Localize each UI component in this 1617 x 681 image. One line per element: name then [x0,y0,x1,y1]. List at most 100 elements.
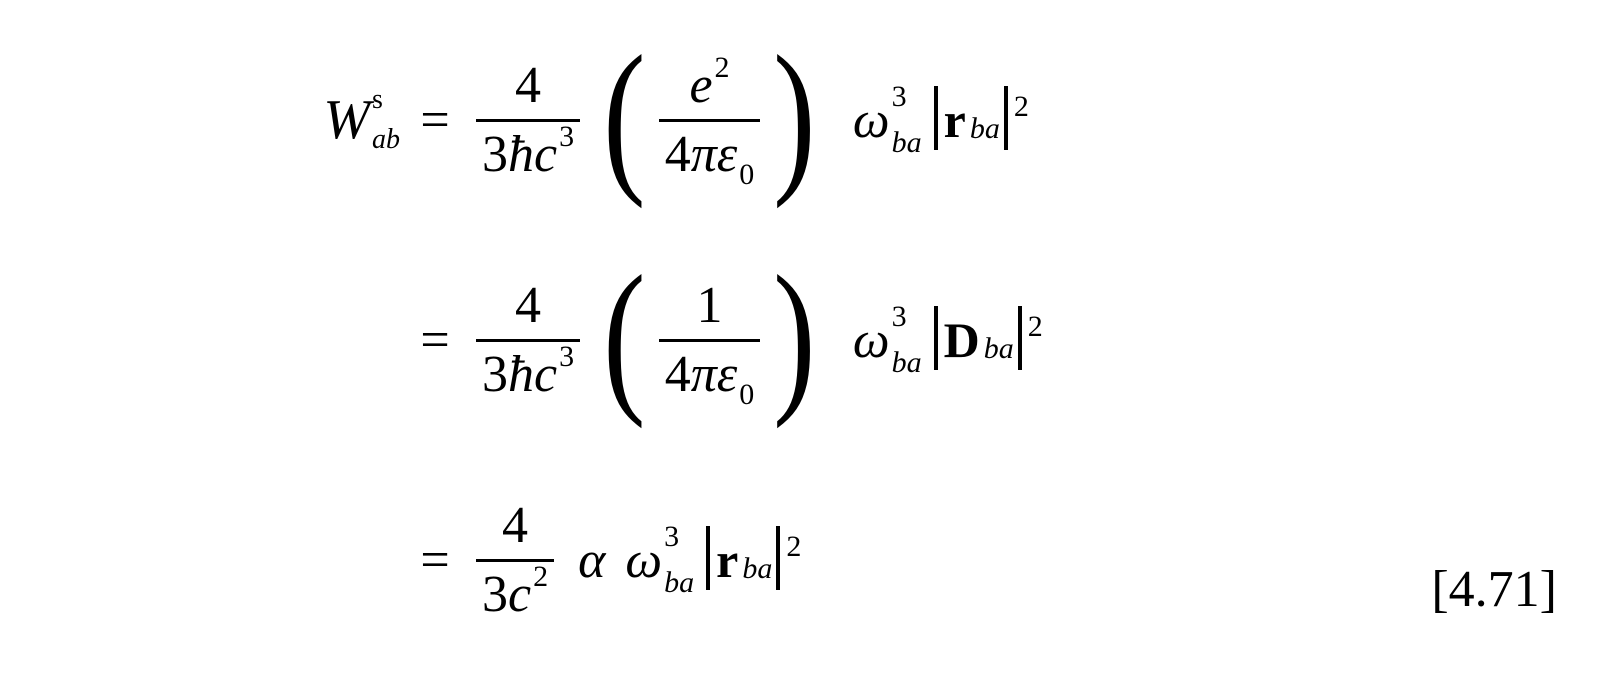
abs-rba-sq-1: r ba 2 [930,88,1029,152]
denom-4pieps0: 4 π ε 0 [659,126,761,183]
three: 3 [482,126,508,183]
W-sub: ab [372,126,400,154]
frac-4-over-3hbarc3: 4 3 ħ c 3 [476,57,580,182]
epsilon-sub: 0 [739,378,754,411]
rparen-icon: ) [773,272,815,400]
epsilon-sub: 0 [739,158,754,191]
frac-4-over-3hbarc3-b: 4 3 ħ c 3 [476,277,580,402]
paren-1-over-4pieps0: ( 1 4 π ε 0 ) [596,276,823,404]
numer-4: 4 [496,497,534,554]
alpha: α [578,531,605,590]
omega-scripts: 3 ba [892,90,922,150]
hbar: ħ [508,346,534,403]
W-scripts: s ab [372,92,400,148]
omega-sup: 3 [664,522,694,552]
equals-1: = [400,91,470,150]
omega-scripts: 3 ba [664,530,694,590]
mag-exp: 2 [786,530,801,564]
abs-bar-icon [934,306,938,370]
rhs-3: 4 3 c 2 α ω 3 ba [470,497,801,622]
rhs-1: 4 3 ħ c 3 ( [470,56,1029,184]
denom-4pieps0: 4 π ε 0 [659,346,761,403]
equation-block: W s ab = 4 3 ħ c 3 [230,20,1370,680]
omega-scripts: 3 ba [892,310,922,370]
frac-1-4pieps0: 1 4 π ε 0 [659,277,761,402]
e: e [689,57,712,114]
abs-Dba-sq: D ba 2 [930,308,1043,372]
equation-line-2: = 4 3 ħ c 3 ( [230,240,1370,440]
paren-e2-over-4pieps0: ( e 2 4 π ε [596,56,823,184]
equation-page: W s ab = 4 3 ħ c 3 [0,0,1617,681]
c-exp-3: 3 [559,120,574,153]
lparen-icon: ( [603,272,645,400]
frac-bar [659,119,761,122]
four: 4 [665,346,691,403]
omega-sub: ba [664,568,694,598]
vec-sub: ba [984,332,1014,366]
frac-e2-4pieps0: e 2 4 π ε 0 [659,57,761,182]
omega-sup: 3 [892,82,922,112]
rhs-2: 4 3 ħ c 3 ( 1 [470,276,1043,404]
three: 3 [482,346,508,403]
c: c [534,126,557,183]
epsilon: ε [717,346,738,403]
vec-r: r [716,531,738,589]
omega: ω [853,311,890,370]
c-cubed: c 3 [534,126,574,183]
omega: ω [625,531,662,590]
omega-sub: ba [892,348,922,378]
mag-exp: 2 [1028,310,1043,344]
c-cubed: c 3 [534,346,574,403]
e-exp: 2 [715,51,730,84]
lparen-icon: ( [603,52,645,180]
c-exp-3: 3 [559,340,574,373]
numer-4: 4 [509,57,547,114]
omega-sup: 3 [892,302,922,332]
vec-sub: ba [742,552,772,586]
W-sup: s [372,86,400,114]
c: c [508,566,531,623]
equation-line-1: W s ab = 4 3 ħ c 3 [230,20,1370,220]
equation-number: [4.71] [1431,560,1557,619]
equation-line-3: = 4 3 c 2 α ω [230,460,1370,660]
W-base: W [323,88,370,152]
vec-D: D [944,311,980,369]
abs-bar-icon [706,526,710,590]
abs-bar-icon [1004,86,1008,150]
equals-3: = [400,531,470,590]
abs-bar-icon [1018,306,1022,370]
eps0: ε 0 [717,346,755,403]
three: 3 [482,566,508,623]
omega3-ba-2: ω 3 ba [853,310,922,370]
c-squared: c 2 [508,566,548,623]
c-exp-2: 2 [533,560,548,593]
vec-r: r [944,91,966,149]
lhs: W s ab [230,88,400,152]
abs-bar-icon [934,86,938,150]
mag-exp: 2 [1014,90,1029,124]
pi: π [691,126,717,183]
pi: π [691,346,717,403]
e-squared: e 2 [689,57,729,114]
abs-bar-icon [776,526,780,590]
numer-1: 1 [691,277,729,334]
omega3-ba-3: ω 3 ba [625,530,694,590]
rparen-icon: ) [773,52,815,180]
epsilon: ε [717,126,738,183]
four: 4 [665,126,691,183]
eps0: ε 0 [717,126,755,183]
c: c [534,346,557,403]
hbar: ħ [508,126,534,183]
omega3-ba-1: ω 3 ba [853,90,922,150]
symbol-W: W s ab [323,88,400,152]
vec-sub: ba [970,112,1000,146]
frac-4-over-3c2: 4 3 c 2 [476,497,554,622]
numer-4: 4 [509,277,547,334]
omega-sub: ba [892,128,922,158]
denom-3hbarc3: 3 ħ c 3 [476,346,580,403]
abs-rba-sq-3: r ba 2 [702,528,801,592]
frac-bar [659,339,761,342]
omega: ω [853,91,890,150]
denom-3c2: 3 c 2 [476,566,554,623]
equals-2: = [400,311,470,370]
